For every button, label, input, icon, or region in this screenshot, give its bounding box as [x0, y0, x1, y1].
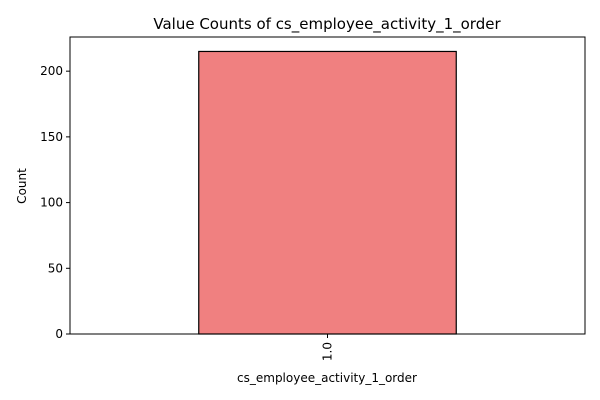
bar-1.0 [198, 50, 457, 335]
y-tick-label: 100 [40, 196, 63, 210]
x-tick-label: 1.0 [321, 342, 335, 361]
y-axis-label: Count [15, 168, 29, 204]
y-axis: 0 50 100 150 200 [40, 64, 70, 341]
x-axis: 1.0 [321, 334, 335, 361]
chart-title: Value Counts of cs_employee_activity_1_o… [153, 15, 501, 34]
y-tick-label: 150 [40, 130, 63, 144]
x-axis-label: cs_employee_activity_1_order [237, 371, 417, 385]
y-tick-label: 200 [40, 64, 63, 78]
y-tick-label: 0 [55, 327, 63, 341]
bars [198, 50, 457, 335]
y-tick-label: 50 [48, 261, 63, 275]
